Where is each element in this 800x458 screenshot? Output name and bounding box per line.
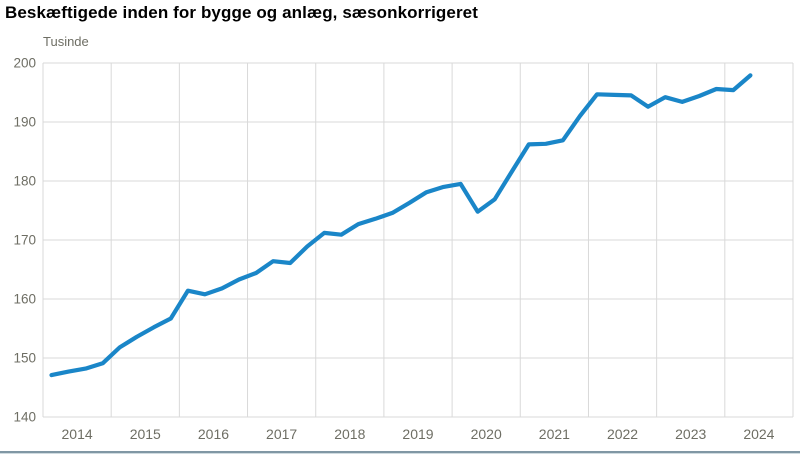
x-tick-label: 2021 (539, 426, 570, 442)
data-line (49, 73, 753, 378)
x-tick-label: 2016 (198, 426, 229, 442)
y-axis-unit-label: Tusinde (43, 34, 89, 49)
x-tick-label: 2020 (471, 426, 502, 442)
x-tick-label: 2022 (607, 426, 638, 442)
y-tick-label: 160 (13, 292, 36, 307)
y-tick-label: 200 (13, 56, 36, 71)
x-tick-label: 2018 (334, 426, 365, 442)
x-tick-label: 2015 (130, 426, 161, 442)
y-tick-label: 190 (13, 115, 36, 130)
y-tick-label: 180 (13, 174, 36, 189)
footer-divider (0, 451, 800, 454)
y-tick-label: 170 (13, 233, 36, 248)
y-tick-label: 140 (13, 410, 36, 425)
chart-title: Beskæftigede inden for bygge og anlæg, s… (5, 3, 478, 22)
x-tick-label: 2014 (62, 426, 93, 442)
x-tick-label: 2023 (675, 426, 706, 442)
x-tick-label: 2024 (743, 426, 774, 442)
y-tick-label: 150 (13, 351, 36, 366)
x-tick-label: 2019 (402, 426, 433, 442)
x-tick-label: 2017 (266, 426, 297, 442)
